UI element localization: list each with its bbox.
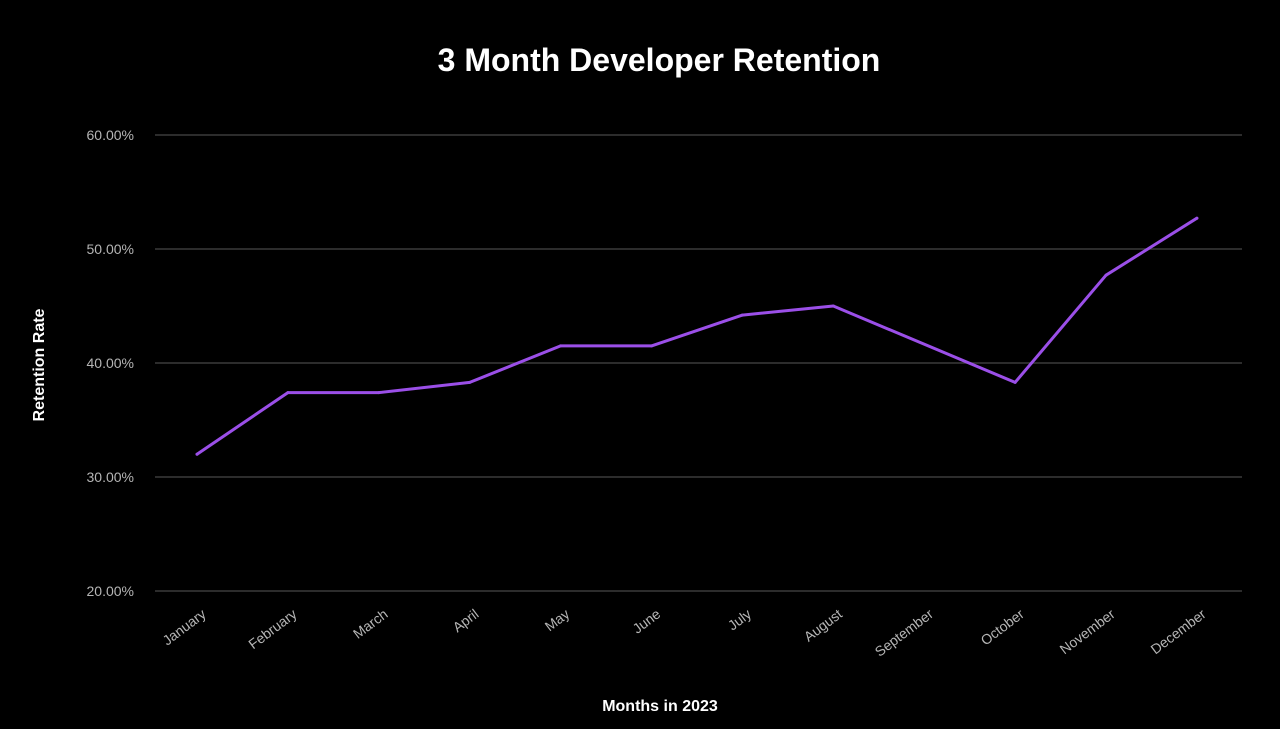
- data-point: [195, 452, 199, 456]
- x-tick-label: April: [450, 606, 482, 636]
- chart-title: 3 Month Developer Retention: [438, 42, 881, 78]
- y-axis-label: Retention Rate: [31, 308, 48, 421]
- x-tick-label: February: [245, 606, 299, 652]
- data-point: [831, 304, 835, 308]
- y-tick-label: 40.00%: [87, 355, 134, 371]
- y-tick-label: 50.00%: [87, 241, 134, 257]
- x-tick-label: December: [1147, 605, 1208, 657]
- x-tick-label: July: [725, 606, 755, 634]
- x-tick-label: August: [801, 606, 846, 645]
- x-tick-label: March: [350, 606, 391, 642]
- data-point: [377, 391, 381, 395]
- x-tick-label: May: [542, 606, 573, 635]
- y-tick-label: 20.00%: [87, 583, 134, 599]
- x-axis-label: Months in 2023: [602, 698, 718, 715]
- data-point: [468, 380, 472, 384]
- x-tick-label: June: [629, 605, 663, 636]
- x-tick-label: November: [1057, 605, 1118, 657]
- x-tick-label: October: [977, 605, 1027, 648]
- y-tick-label: 30.00%: [87, 469, 134, 485]
- x-tick-label: January: [159, 606, 208, 649]
- data-point: [1195, 216, 1199, 220]
- data-point: [650, 344, 653, 348]
- gridlines: [155, 134, 1242, 592]
- y-tick-label: 60.00%: [87, 127, 134, 143]
- x-axis-ticks: January February March April May June July Augu…: [159, 605, 1209, 659]
- data-point: [1013, 380, 1017, 384]
- x-tick-label: September: [872, 605, 937, 659]
- data-point: [559, 344, 563, 348]
- data-point: [1104, 273, 1108, 277]
- series-lines: [195, 216, 1199, 456]
- data-point: [286, 391, 290, 395]
- series-line: [195, 216, 1199, 456]
- y-axis-ticks: 20.00% 30.00% 40.00% 50.00% 60.00%: [87, 127, 134, 599]
- data-point: [740, 313, 744, 317]
